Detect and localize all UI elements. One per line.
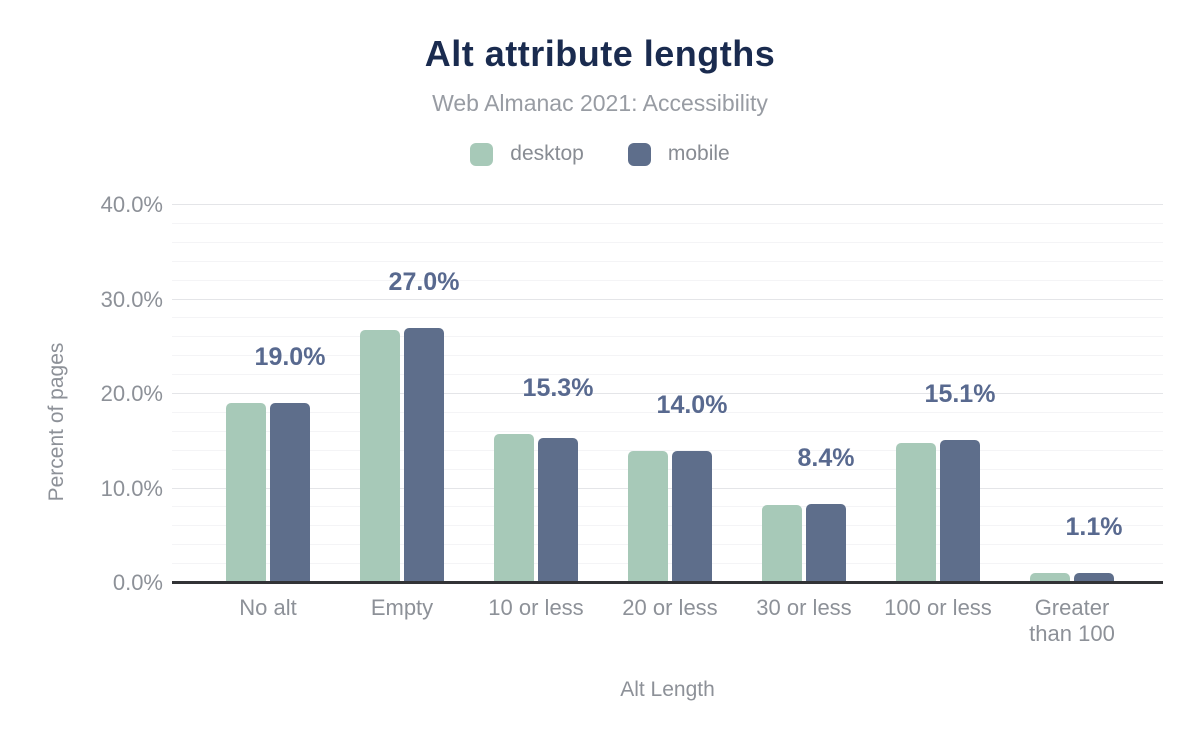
gridline-26pct [172,336,1163,338]
legend-label-mobile: mobile [667,142,730,165]
bar-desktop-2 [494,433,534,583]
gridline-28pct [172,317,1163,319]
bar-mobile-2 [538,438,578,583]
gridline-24pct [172,355,1163,357]
bar-desktop-0 [226,403,266,583]
x-tick-label-1: Empty [370,595,434,620]
x-tick-label-0: No alt [239,595,297,620]
bar-desktop-6 [1030,572,1070,583]
y-tick-label-0: 0.0% [112,570,163,595]
gridline-18pct [172,411,1163,413]
gridline-30pct [172,298,1163,300]
value-label-3: 14.0% [656,390,728,419]
y-tick-label-30: 30.0% [100,286,163,312]
gridline-34pct [172,260,1163,262]
value-label-1: 27.0% [388,267,460,296]
mobile-swatch-icon [627,142,651,166]
bar-mobile-0 [270,403,310,583]
x-axis-line [172,581,1163,584]
x-tick-label-3: 20 or less [622,595,718,620]
bar-desktop-4 [762,504,802,583]
y-tick-label-20: 20.0% [100,381,163,406]
value-label-2: 15.3% [522,373,594,402]
x-tick-label-2: 10 or less [488,595,584,620]
legend-item-mobile: mobile [627,142,730,166]
y-tick-label-10: 10.0% [100,475,163,501]
bar-mobile-3 [672,450,712,583]
legend: desktop mobile [0,142,1200,166]
x-tick-label-5: 100 or less [884,595,992,620]
bar-mobile-1 [404,327,444,583]
gridline-36pct [172,241,1163,243]
gridline-40pct [172,204,1163,205]
gridline-32pct [172,279,1163,281]
chart-subtitle: Web Almanac 2021: Accessibility [432,90,768,116]
gridline-20pct [172,393,1163,394]
bar-desktop-5 [896,443,936,583]
x-tick-label-6: Greater than 100 [1029,595,1115,647]
gridline-38pct [172,222,1163,224]
plot-area: 19.0% 27.0% 15.3% 14.0% 8.4% 15.1% 1.1% [172,204,1163,584]
gridline-16pct [172,430,1163,432]
desktop-swatch-icon [470,142,494,166]
gridline-22pct [172,374,1163,376]
x-axis-title: Alt Length [620,678,715,701]
legend-item-desktop: desktop [470,142,584,166]
value-label-4: 8.4% [797,443,855,472]
x-tick-label-4: 30 or less [756,595,852,620]
value-label-0: 19.0% [254,343,326,372]
gridline-14pct [172,449,1163,451]
value-label-5: 15.1% [924,380,996,409]
bar-mobile-6 [1074,572,1114,583]
bar-mobile-4 [806,503,846,583]
legend-label-desktop: desktop [510,142,584,165]
chart-title: Alt attribute lengths [424,33,776,74]
bar-desktop-1 [360,329,400,583]
bar-mobile-5 [940,440,980,583]
y-tick-label-40: 40.0% [100,192,163,217]
value-label-6: 1.1% [1065,512,1123,541]
bar-desktop-3 [628,450,668,583]
